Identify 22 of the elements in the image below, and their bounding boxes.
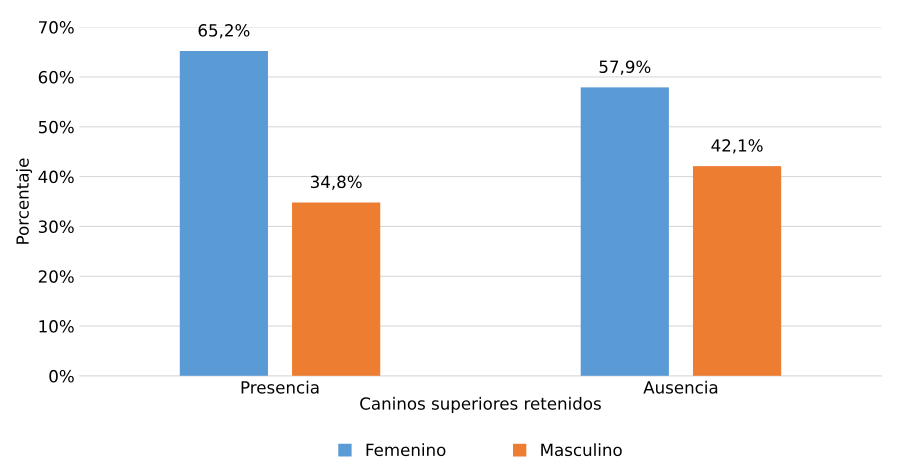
bar [180,51,268,376]
bar [292,202,380,376]
y-tick-label: 20% [38,270,74,283]
y-tick-label: 70% [39,21,74,34]
y-tick-label: 30% [38,220,74,233]
legend-label: Masculino [541,443,622,456]
y-tick-label: 0% [49,370,74,383]
x-tick-label: Ausencia [643,380,718,394]
legend-label: Femenino [366,443,446,456]
x-tick-label: Presencia [242,380,318,394]
y-axis-title: Porcentaje [16,158,32,244]
data-label: 65,2% [198,24,250,38]
data-label: 57,9% [600,60,650,75]
y-tick-label: 10% [39,320,74,333]
y-tick-label: 40% [38,170,74,184]
bar [580,87,669,376]
x-axis-title: Caninos superiores retenidos [360,396,601,414]
bar [692,166,782,376]
y-tick-label: 50% [38,120,74,134]
y-tick-label: 60% [38,70,74,84]
data-label: 42,1% [711,139,763,154]
data-label: 34,8% [310,176,362,190]
